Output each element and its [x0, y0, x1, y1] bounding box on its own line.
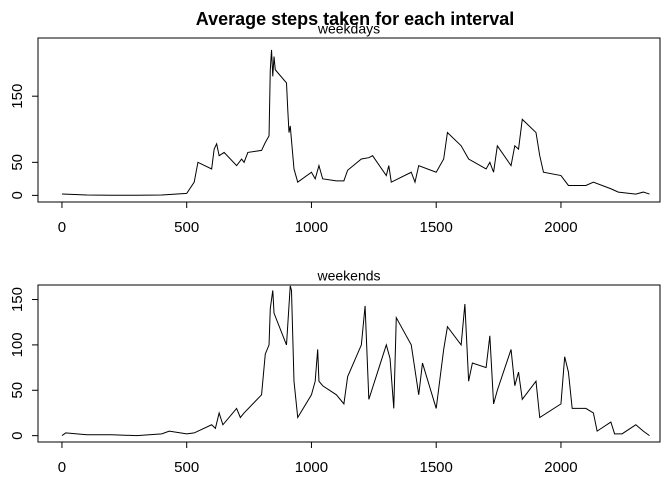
x-tick-label: 500 [174, 459, 199, 476]
data-line [61, 285, 650, 437]
y-tick-label: 150 [9, 84, 26, 109]
y-tick-label: 50 [9, 154, 26, 171]
y-tick-label: 100 [9, 332, 26, 357]
x-tick-label: 1500 [420, 219, 453, 236]
x-tick-label: 500 [174, 219, 199, 236]
plot-frame [37, 37, 661, 203]
x-tick-label: 2000 [544, 219, 577, 236]
y-tick-label: 50 [9, 382, 26, 399]
y-tick-label: 0 [9, 191, 26, 199]
x-tick-label: 2000 [544, 459, 577, 476]
x-tick-label: 1000 [295, 219, 328, 236]
panel-title: weekdays [317, 21, 380, 37]
x-tick-label: 0 [58, 219, 66, 236]
chart-title: Average steps taken for each interval [196, 9, 514, 29]
y-tick-label: 0 [9, 431, 26, 439]
data-line [61, 49, 650, 196]
x-tick-label: 0 [58, 459, 66, 476]
y-tick-label: 150 [9, 287, 26, 312]
x-tick-label: 1000 [295, 459, 328, 476]
x-tick-label: 1500 [420, 459, 453, 476]
panel-title: weekends [316, 268, 380, 284]
plot-frame [37, 284, 661, 443]
